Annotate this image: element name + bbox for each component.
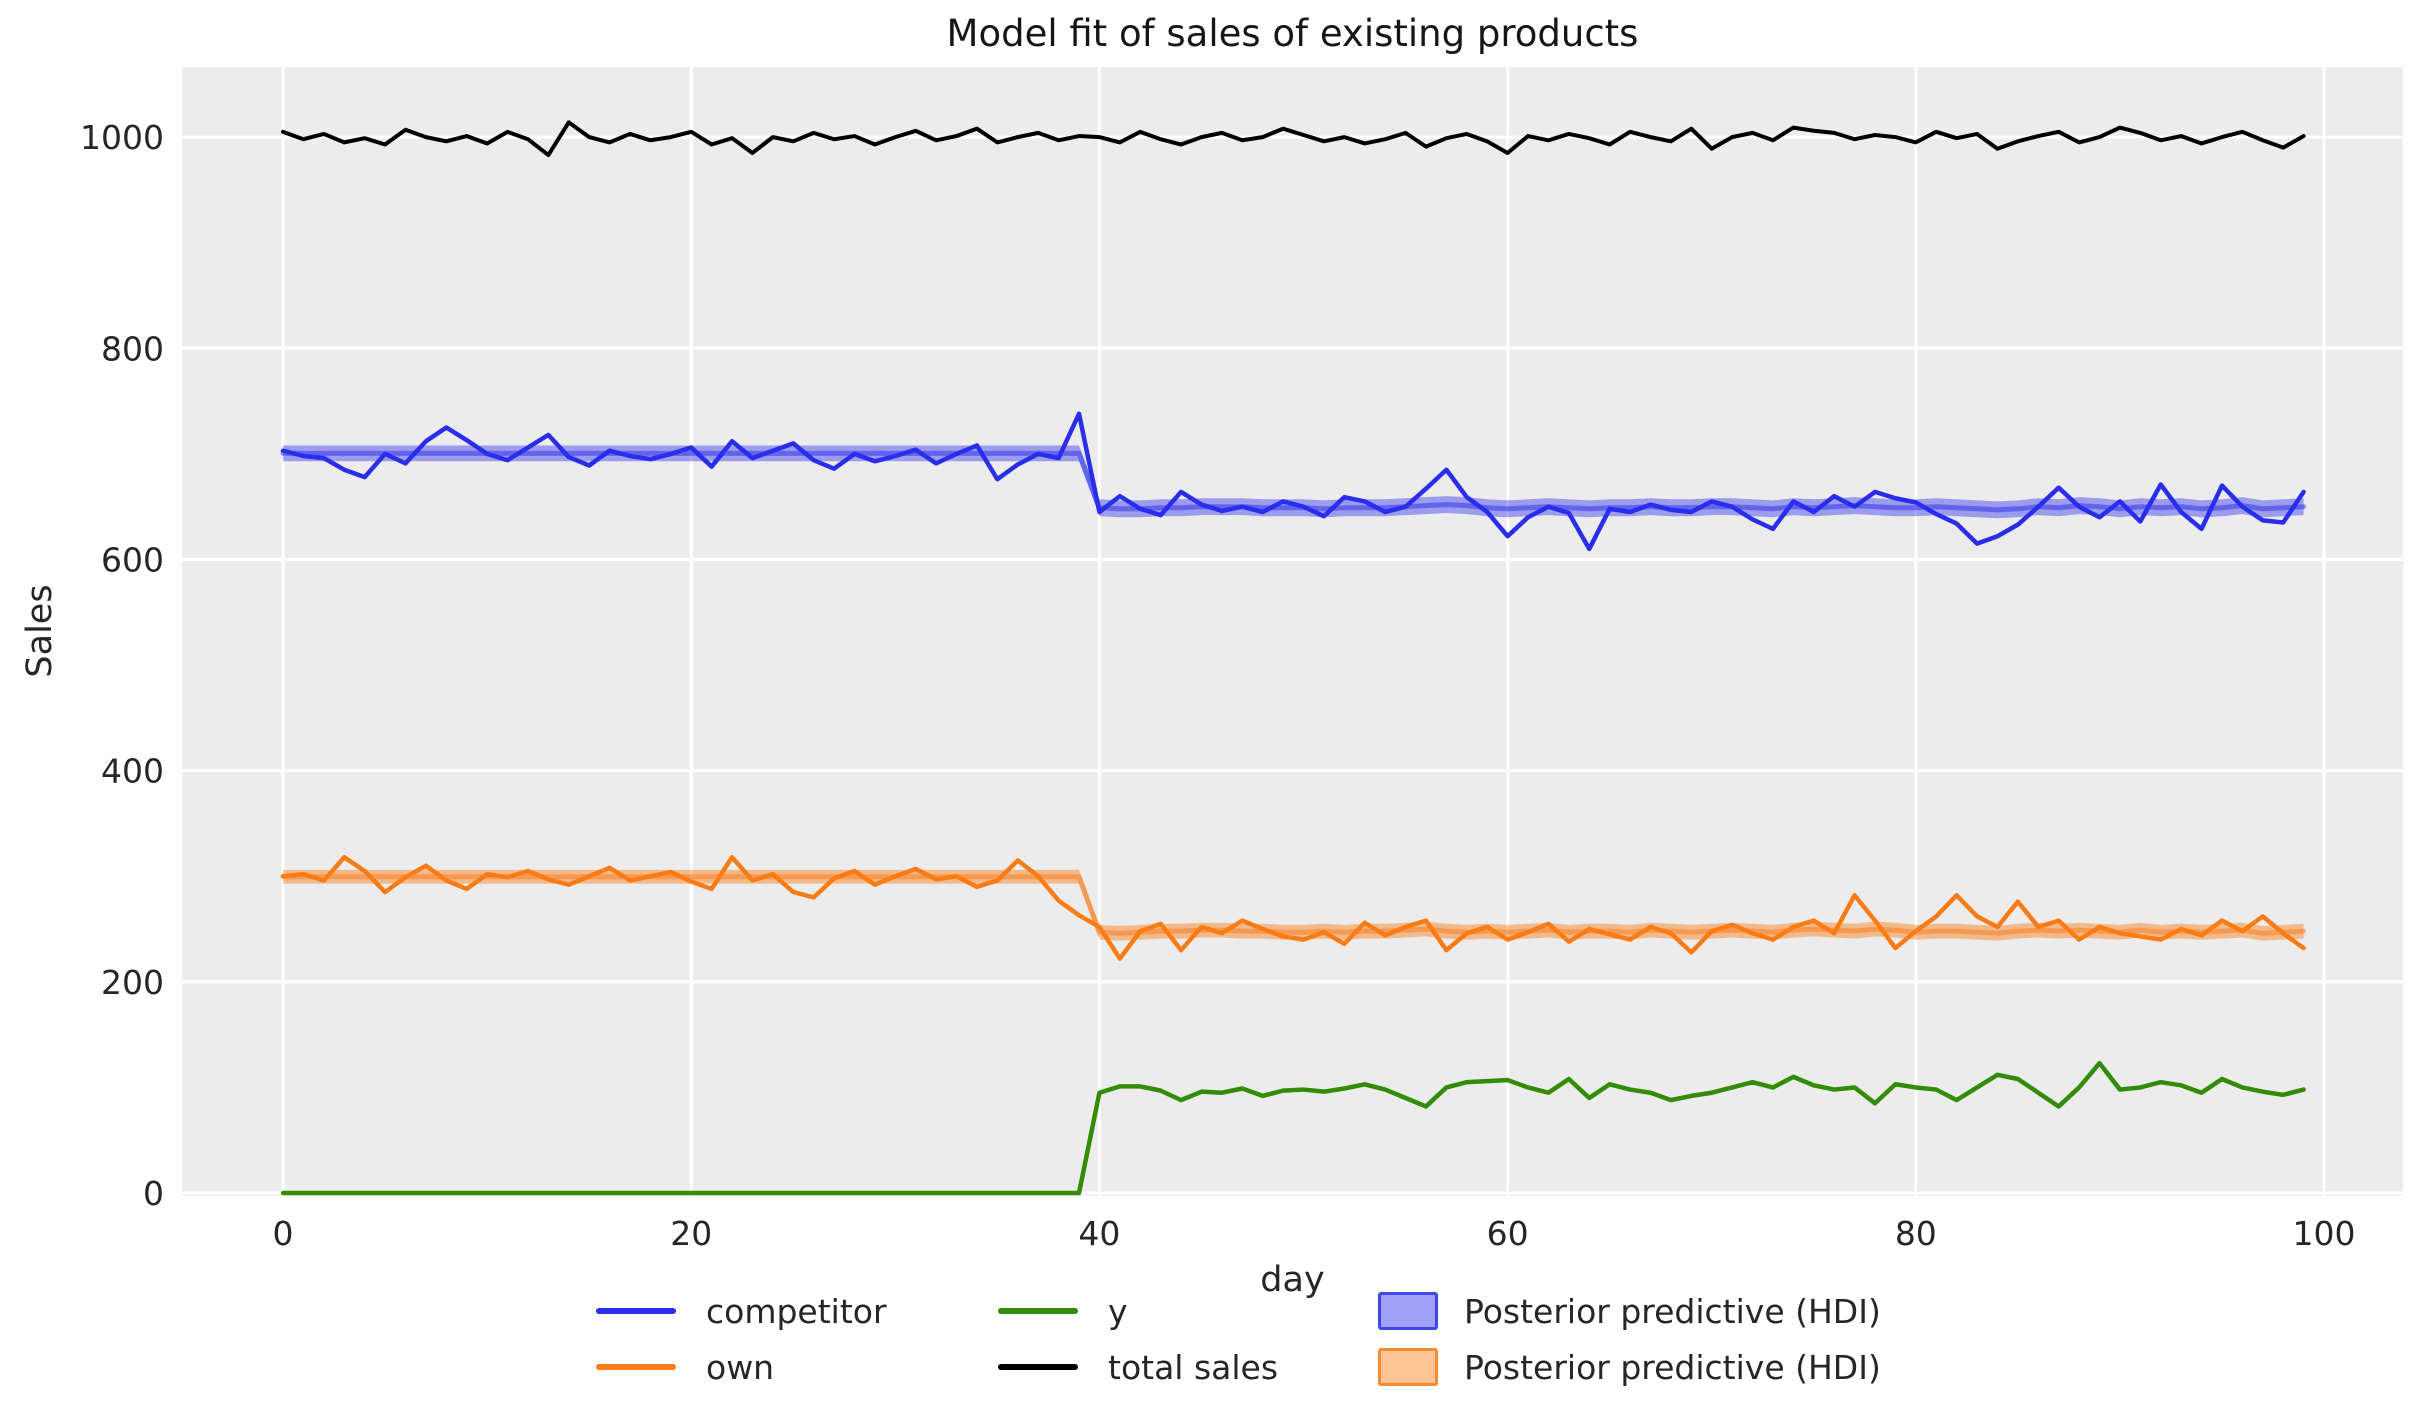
x-tick-label: 20 [670,1214,712,1253]
y-tick-label: 800 [101,329,164,368]
series-line-competitor [280,411,2306,552]
chart-title: Model fit of sales of existing products [946,12,1639,55]
x-tick-label: 0 [273,1214,294,1253]
x-tick-label: 100 [2293,1214,2356,1253]
series-line-total-sales [281,120,2306,158]
plot-background [182,67,2403,1196]
y-tick-label: 600 [101,540,164,579]
x-tick-label: 40 [1078,1214,1120,1253]
x-axis-label: day [1260,1260,1325,1300]
x-tick-label: 60 [1487,1214,1529,1253]
hdi-band-competitor [283,445,2304,519]
series-line-y [280,1060,2306,1196]
y-tick-label: 200 [101,963,164,1002]
hdi-band-own [283,869,2304,941]
x-tick-label: 80 [1895,1214,1937,1253]
y-tick-label: 400 [101,752,164,791]
y-tick-label: 0 [143,1174,164,1213]
y-axis-label: Sales [20,584,60,678]
y-tick-label: 1000 [80,118,164,157]
series-line-own [280,855,2306,961]
